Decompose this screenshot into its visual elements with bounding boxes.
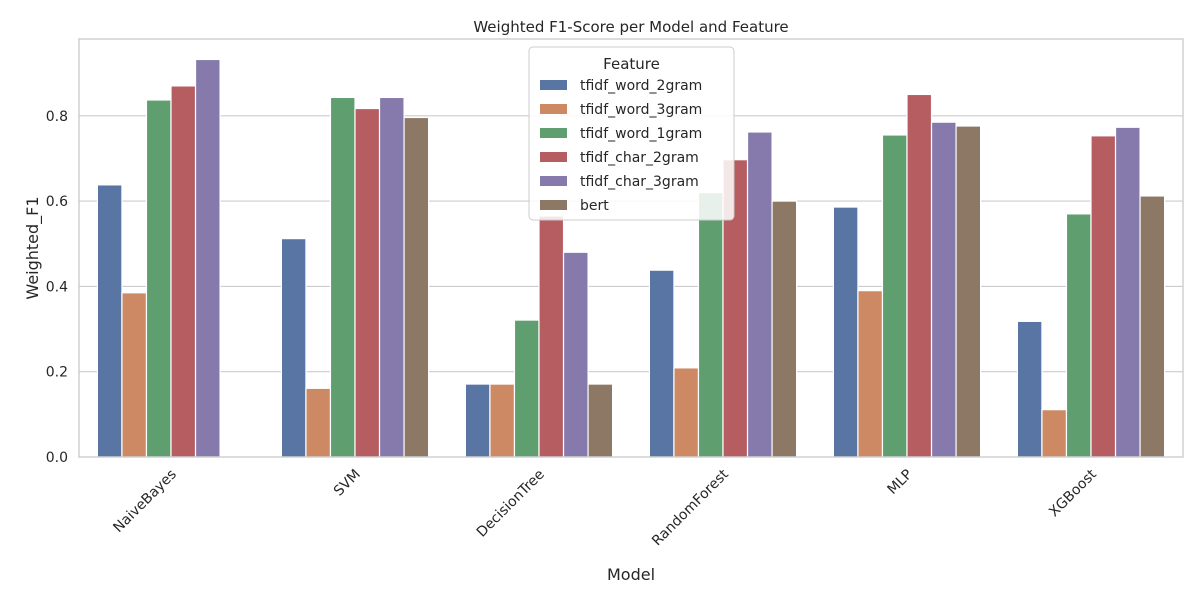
legend-swatch-tfidf_char_2gram: [540, 152, 567, 162]
x-tick-label: NaiveBayes: [110, 467, 179, 536]
bar-tfidf_char_2gram-NaiveBayes: [170, 85, 197, 458]
legend-label: tfidf_char_2gram: [580, 150, 699, 166]
bar-tfidf_word_2gram-NaiveBayes: [96, 184, 123, 458]
bar-tfidf_word_3gram-NaiveBayes: [121, 292, 148, 458]
bar-bert-XGBoost: [1139, 195, 1166, 458]
bars: [96, 58, 1166, 458]
bar-tfidf_word_3gram-DecisionTree: [489, 383, 516, 458]
bar-tfidf_word_1gram-MLP: [881, 134, 908, 458]
bar-tfidf_word_3gram-MLP: [857, 290, 884, 458]
bar-tfidf_char_2gram-SVM: [354, 107, 381, 458]
y-tick-label: 0.2: [46, 365, 68, 381]
x-axis-label: Model: [607, 565, 655, 584]
bar-tfidf_char_3gram-RandomForest: [746, 131, 773, 458]
bar-tfidf_word_2gram-MLP: [832, 206, 859, 458]
bar-tfidf_char_3gram-XGBoost: [1114, 126, 1141, 458]
legend-label: tfidf_word_1gram: [580, 126, 702, 142]
y-axis-label: Weighted_F1: [23, 196, 43, 299]
bar-tfidf_char_3gram-SVM: [378, 96, 405, 458]
bar-bert-DecisionTree: [587, 383, 614, 458]
bar-tfidf_char_2gram-MLP: [906, 93, 933, 458]
bar-tfidf_char_3gram-DecisionTree: [562, 251, 589, 458]
bar-bert-MLP: [955, 125, 982, 458]
legend-label: tfidf_word_3gram: [580, 102, 702, 118]
x-tick-label: XGBoost: [1046, 466, 1100, 520]
bar-tfidf_char_3gram-NaiveBayes: [194, 58, 221, 458]
y-tick-labels: 0.0 0.2 0.4 0.6 0.8: [46, 109, 68, 466]
bar-tfidf_word_1gram-RandomForest: [697, 191, 724, 458]
bar-tfidf_char_3gram-MLP: [930, 121, 957, 458]
bar-tfidf_word_3gram-SVM: [305, 387, 332, 458]
legend-swatch-tfidf_word_2gram: [540, 80, 567, 90]
y-tick-label: 0.4: [46, 279, 68, 295]
legend-label: tfidf_char_3gram: [580, 174, 699, 190]
legend: Feature tfidf_word_2gram tfidf_word_3gramt…: [528, 46, 735, 221]
x-tick-label: SVM: [331, 467, 364, 500]
chart-title: Weighted F1-Score per Model and Feature: [473, 18, 788, 36]
axes: [78, 38, 1184, 458]
bar-tfidf_word_2gram-DecisionTree: [464, 383, 491, 458]
legend-swatch-bert: [540, 200, 567, 210]
bar-tfidf_word_3gram-RandomForest: [673, 367, 700, 458]
legend-swatch-tfidf_char_3gram: [540, 176, 567, 186]
x-tick-labels: NaiveBayes SVM DecisionTree RandomForest MLP…: [110, 466, 1100, 549]
bar-bert-SVM: [403, 116, 430, 458]
y-tick-label: 0.8: [46, 109, 68, 125]
bar-tfidf_word_1gram-SVM: [329, 96, 356, 458]
y-tick-label: 0.6: [46, 194, 68, 210]
x-tick-label: RandomForest: [649, 466, 732, 549]
x-tick-label: MLP: [884, 467, 915, 498]
legend-swatch-tfidf_word_1gram: [540, 128, 567, 138]
bar-tfidf_word_2gram-SVM: [280, 238, 307, 458]
bar-tfidf_word_1gram-DecisionTree: [513, 319, 540, 458]
bar-bert-RandomForest: [771, 200, 798, 458]
x-tick-label: DecisionTree: [474, 467, 548, 541]
legend-label: bert: [580, 198, 609, 214]
bar-tfidf_char_2gram-DecisionTree: [538, 215, 565, 458]
y-tick-label: 0.0: [46, 450, 68, 466]
legend-label: tfidf_word_2gram: [580, 78, 702, 94]
bar-tfidf_char_2gram-XGBoost: [1090, 135, 1117, 458]
bar-tfidf_word_3gram-XGBoost: [1041, 409, 1068, 458]
bar-tfidf_word_2gram-RandomForest: [648, 269, 675, 458]
bar-tfidf_word_1gram-XGBoost: [1065, 213, 1092, 458]
bar-tfidf_word_1gram-NaiveBayes: [145, 99, 172, 458]
bar-tfidf_word_2gram-XGBoost: [1016, 320, 1043, 458]
axes-frame: [78, 38, 1184, 458]
legend-swatch-tfidf_word_3gram: [540, 104, 567, 114]
legend-box: [528, 46, 735, 221]
legend-title: Feature: [603, 55, 660, 73]
